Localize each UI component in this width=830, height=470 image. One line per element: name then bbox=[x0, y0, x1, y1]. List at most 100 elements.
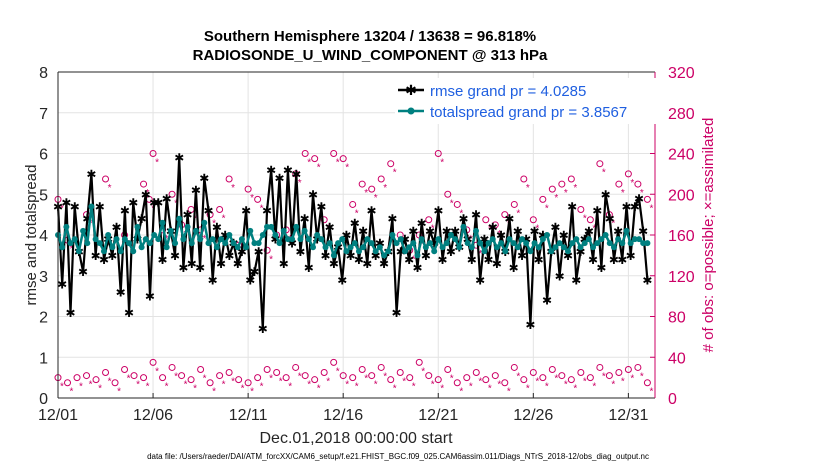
obs-assimilated-marker: * bbox=[345, 380, 349, 391]
rmse-point: ✱ bbox=[224, 249, 234, 263]
obs-possible-marker bbox=[121, 365, 129, 373]
totalspread-point bbox=[427, 240, 434, 247]
obs-possible-marker bbox=[434, 376, 442, 384]
obs-possible-marker bbox=[387, 376, 395, 384]
totalspread-point bbox=[276, 240, 283, 247]
obs-possible-marker bbox=[396, 369, 404, 377]
totalspread-point bbox=[577, 244, 584, 251]
totalspread-point bbox=[443, 240, 450, 247]
legend-spread-label: totalspread grand pr = 3.8567 bbox=[430, 104, 627, 121]
obs-possible-marker bbox=[244, 185, 252, 193]
totalspread-point bbox=[636, 236, 643, 243]
rmse-point: ✱ bbox=[275, 171, 285, 185]
obs-possible-marker bbox=[510, 363, 518, 371]
x-tick-label: 12/01 bbox=[38, 407, 78, 424]
legend: ✱ rmse grand pr = 4.0285 totalspread gra… bbox=[395, 78, 657, 124]
rmse-point: ✱ bbox=[124, 306, 134, 320]
rmse-point: ✱ bbox=[70, 200, 80, 214]
x-tick-label: 12/16 bbox=[323, 407, 363, 424]
y-axis-label-right: # of obs: o=possible; ×=assimilated bbox=[700, 118, 717, 353]
rmse-point: ✱ bbox=[605, 212, 615, 226]
rmse-point: ✱ bbox=[91, 249, 101, 263]
rmse-point: ✱ bbox=[396, 245, 406, 259]
totalspread-point bbox=[615, 236, 622, 243]
obs-assimilated-marker: * bbox=[469, 234, 473, 245]
y-axis-label-left: rmse and totalspread bbox=[23, 165, 40, 306]
obs-possible-marker bbox=[548, 365, 556, 373]
obs-assimilated-marker: * bbox=[79, 382, 83, 393]
rmse-point: ✱ bbox=[621, 200, 631, 214]
obs-possible-marker bbox=[558, 180, 566, 188]
obs-assimilated-marker: * bbox=[345, 163, 349, 174]
totalspread-point bbox=[146, 240, 153, 247]
x-tick-label: 12/26 bbox=[513, 407, 553, 424]
rmse-point: ✱ bbox=[467, 253, 477, 267]
rmse-point: ✱ bbox=[642, 273, 652, 287]
obs-assimilated-marker: * bbox=[307, 380, 311, 391]
totalspread-point bbox=[368, 240, 375, 247]
totalspread-point bbox=[389, 232, 396, 238]
totalspread-point bbox=[518, 236, 525, 243]
totalspread-point bbox=[523, 240, 530, 247]
totalspread-point bbox=[468, 244, 475, 251]
obs-possible-marker bbox=[168, 190, 176, 198]
rmse-point: ✱ bbox=[308, 188, 318, 202]
obs-assimilated-marker: * bbox=[592, 224, 596, 235]
rmse-point: ✱ bbox=[475, 273, 485, 287]
totalspread-point bbox=[330, 252, 337, 259]
obs-assimilated-marker: * bbox=[630, 373, 634, 384]
rmse-point: ✱ bbox=[596, 261, 606, 275]
obs-possible-marker bbox=[406, 374, 414, 382]
totalspread-point bbox=[452, 236, 459, 243]
obs-possible-marker bbox=[83, 372, 91, 380]
rmse-point: ✱ bbox=[233, 257, 243, 271]
rmse-point: ✱ bbox=[120, 204, 130, 218]
rmse-point: ✱ bbox=[408, 224, 418, 238]
totalspread-point bbox=[439, 244, 446, 251]
obs-assimilated-marker: * bbox=[241, 249, 245, 260]
totalspread-point bbox=[552, 244, 559, 251]
totalspread-point bbox=[92, 236, 99, 243]
obs-assimilated-marker: * bbox=[326, 224, 330, 235]
rmse-point: ✱ bbox=[492, 257, 502, 271]
obs-possible-marker bbox=[377, 363, 385, 371]
rmse-point: ✱ bbox=[128, 196, 138, 210]
totalspread-point bbox=[644, 240, 651, 247]
totalspread-point bbox=[623, 227, 630, 234]
totalspread-point bbox=[477, 240, 484, 247]
obs-assimilated-marker: * bbox=[393, 168, 397, 179]
rmse-point: ✱ bbox=[300, 212, 310, 226]
obs-assimilated-marker: * bbox=[497, 229, 501, 240]
obs-assimilated-marker: * bbox=[212, 387, 216, 398]
y-tick-label-right: 80 bbox=[668, 310, 686, 327]
totalspread-point bbox=[627, 240, 634, 247]
rmse-point: ✱ bbox=[379, 257, 389, 271]
rmse-point: ✱ bbox=[575, 245, 585, 259]
rmse-point: ✱ bbox=[534, 253, 544, 267]
rmse-point: ✱ bbox=[429, 237, 439, 251]
totalspread-point bbox=[397, 236, 404, 243]
obs-possible-marker bbox=[263, 365, 271, 373]
obs-possible-marker bbox=[548, 185, 556, 193]
rmse-point: ✱ bbox=[634, 192, 644, 206]
rmse-point: ✱ bbox=[141, 188, 151, 202]
y-tick-label-right: 0 bbox=[668, 391, 677, 408]
obs-possible-marker bbox=[643, 379, 651, 387]
obs-possible-marker bbox=[206, 211, 214, 219]
rmse-point: ✱ bbox=[521, 233, 531, 247]
obs-possible-marker bbox=[577, 369, 585, 377]
rmse-point: ✱ bbox=[412, 261, 422, 275]
totalspread-point bbox=[259, 232, 266, 238]
obs-assimilated-marker: * bbox=[260, 382, 264, 393]
totalspread-point bbox=[339, 236, 346, 243]
rmse-point: ✱ bbox=[66, 306, 76, 320]
totalspread-point bbox=[243, 244, 250, 251]
rmse-point: ✱ bbox=[195, 261, 205, 275]
rmse-point: ✱ bbox=[538, 229, 548, 243]
totalspread-point bbox=[564, 248, 571, 255]
totalspread-point bbox=[238, 236, 245, 243]
totalspread-point bbox=[539, 236, 546, 243]
totalspread-point bbox=[301, 227, 308, 234]
rmse-point: ✱ bbox=[86, 167, 96, 181]
obs-possible-marker bbox=[368, 372, 376, 380]
